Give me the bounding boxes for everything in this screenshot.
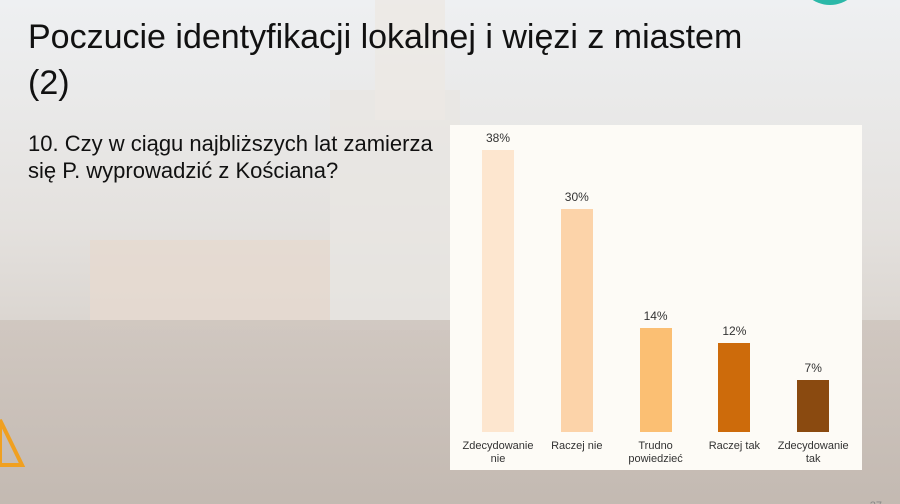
bar	[560, 209, 593, 432]
bar	[797, 380, 830, 432]
page-number: 27	[870, 500, 882, 504]
value-label: 30%	[564, 190, 589, 205]
value-label: 7%	[804, 361, 822, 376]
houses	[90, 240, 330, 330]
bar	[482, 150, 514, 432]
bar	[718, 342, 751, 432]
value-label: 14%	[643, 309, 668, 324]
teal-circle	[800, 0, 860, 5]
question: 10. Czy w ciągu najbliższych lat zamierz…	[28, 131, 433, 183]
category-label: Raczej tak	[708, 440, 761, 452]
bar	[639, 328, 672, 432]
category-label: Trudno powiedzieć	[628, 440, 683, 465]
orange-triangle	[0, 419, 26, 467]
category-label: Zdecydowanie tak	[777, 440, 849, 465]
category-label: Raczej nie	[551, 440, 603, 452]
category-label: Zdecydowanie nie	[462, 440, 534, 465]
value-label: 12%	[722, 323, 747, 338]
building	[330, 90, 460, 330]
tower	[375, 0, 445, 120]
value-label: 38%	[485, 131, 511, 146]
slide-title: Poczucie identyfikacji lokalnej i więzi …	[28, 18, 743, 102]
